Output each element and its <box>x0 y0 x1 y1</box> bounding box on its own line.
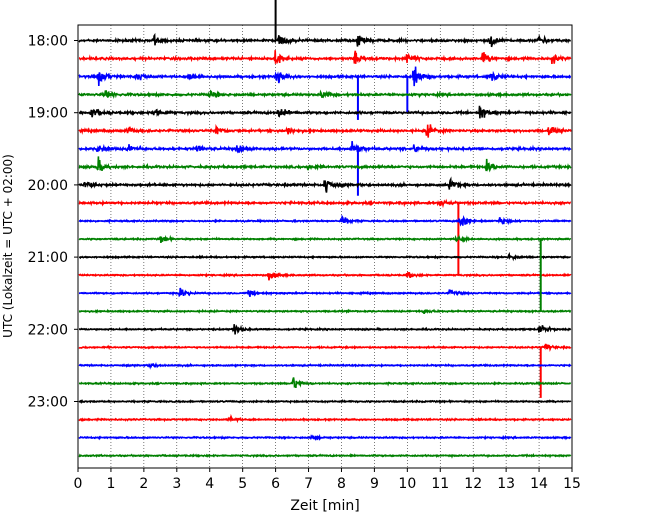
vertical-grid <box>110 25 540 468</box>
seismogram-trace <box>78 141 572 154</box>
x-tick-label: 8 <box>337 476 346 492</box>
seismogram-trace <box>78 308 572 315</box>
seismogram-trace <box>78 89 572 99</box>
seismogram-trace <box>78 123 572 138</box>
seismogram-trace <box>78 50 572 64</box>
x-tick-label: 1 <box>106 476 115 492</box>
seismogram-trace <box>78 324 572 335</box>
y-tick-label: 21:00 <box>28 250 68 266</box>
seismogram-trace <box>78 198 572 209</box>
y-axis-ticks: 18:00 19:00 20:00 21:00 22:00 23:00 <box>28 34 78 411</box>
seismogram-trace <box>78 32 571 48</box>
x-tick-label: 4 <box>205 476 214 492</box>
y-axis-label: UTC (Lokalzeit = UTC + 02:00) <box>1 154 15 338</box>
seismogram-trace <box>78 105 572 119</box>
x-tick-label: 0 <box>74 476 83 492</box>
x-tick-label: 12 <box>464 476 482 492</box>
x-tick-label: 11 <box>431 476 449 492</box>
seismogram-trace <box>78 271 572 281</box>
x-tick-label: 15 <box>563 476 581 492</box>
seismogram-traces <box>78 0 572 459</box>
seismogram-trace <box>78 234 572 244</box>
x-tick-label: 6 <box>271 476 280 492</box>
x-tick-label: 7 <box>304 476 313 492</box>
x-axis-ticks: 0 1 2 3 4 5 6 7 8 9 10 11 12 13 14 15 <box>74 468 581 492</box>
x-axis-label: Zeit [min] <box>290 498 359 514</box>
seismogram-trace <box>78 343 572 353</box>
x-tick-label: 5 <box>238 476 247 492</box>
seismogram-trace <box>78 452 572 459</box>
x-tick-label: 2 <box>139 476 148 492</box>
x-tick-label: 13 <box>497 476 515 492</box>
x-tick-label: 3 <box>172 476 181 492</box>
y-tick-label: 20:00 <box>28 178 68 194</box>
y-tick-label: 19:00 <box>28 106 68 122</box>
seismogram-trace <box>79 377 572 389</box>
y-tick-label: 22:00 <box>28 322 68 338</box>
x-tick-label: 9 <box>370 476 379 492</box>
x-tick-label: 10 <box>398 476 416 492</box>
seismogram-trace <box>78 398 572 405</box>
seismogram-trace <box>78 176 572 193</box>
plot-frame <box>77 24 573 469</box>
seismogram-trace <box>78 66 572 87</box>
y-tick-label: 23:00 <box>28 395 68 411</box>
seismogram-trace <box>79 287 572 298</box>
seismogram-trace <box>78 362 572 370</box>
plot-area <box>78 25 572 468</box>
seismogram-trace <box>78 413 572 424</box>
seismogram-trace <box>78 214 572 227</box>
y-tick-label: 18:00 <box>28 34 68 50</box>
seismogram-trace <box>78 433 572 442</box>
seismogram-trace <box>78 156 572 173</box>
x-tick-label: 14 <box>530 476 548 492</box>
seismogram-trace <box>78 251 572 262</box>
